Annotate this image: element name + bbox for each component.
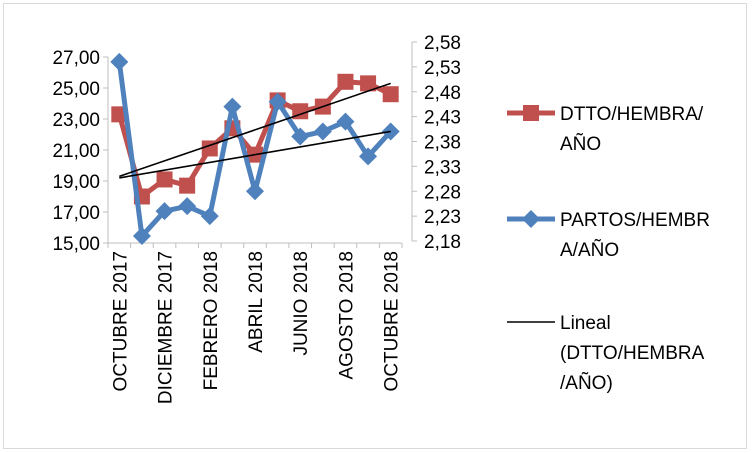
right-y-tick-label: 2,58	[424, 33, 461, 54]
data-point-square	[179, 177, 196, 194]
data-point-diamond	[155, 202, 174, 221]
legend-marker-square	[523, 105, 539, 121]
data-point-diamond	[336, 112, 355, 131]
data-point-diamond	[246, 182, 264, 201]
right-y-tick-label: 2,48	[424, 83, 461, 104]
data-point-diamond	[223, 97, 242, 116]
x-tick-label: AGOSTO 2018	[336, 251, 357, 380]
x-tick-label: JUNIO 2018	[291, 251, 312, 356]
data-point-diamond	[178, 197, 197, 216]
left-y-tick-label: 25,00	[52, 79, 100, 100]
right-y-tick-label: 2,33	[424, 157, 461, 178]
data-point-square	[337, 73, 354, 90]
trendline	[119, 82, 391, 178]
right-y-tick-label: 2,18	[424, 232, 461, 253]
data-point-diamond	[291, 127, 310, 146]
trendline	[119, 130, 391, 179]
data-point-diamond	[268, 92, 287, 111]
legend-label: AÑO	[560, 133, 601, 155]
data-point-square	[156, 171, 173, 188]
left-y-tick-label: 15,00	[52, 234, 100, 255]
legend-label: /AÑO)	[560, 372, 613, 394]
data-point-diamond	[313, 122, 332, 141]
legend-label: A/AÑO	[560, 239, 619, 261]
data-point-square	[360, 75, 377, 92]
left-y-tick-label: 21,00	[52, 141, 100, 162]
data-point-diamond	[200, 207, 219, 226]
x-tick-label: FEBRERO 2018	[201, 251, 222, 390]
legend-label: PARTOS/HEMBR	[560, 210, 710, 231]
right-y-tick-label: 2,38	[424, 133, 461, 154]
left-y-tick-label: 27,00	[52, 48, 100, 69]
right-y-tick-label: 2,53	[424, 58, 461, 79]
x-tick-label: DICIEMBRE 2017	[156, 251, 177, 404]
left-y-tick-label: 23,00	[52, 110, 100, 131]
data-point-diamond	[132, 227, 151, 246]
right-y-tick-label: 2,23	[424, 207, 461, 228]
x-tick-label: ABRIL 2018	[246, 251, 267, 353]
legend-label: (DTTO/HEMBRA	[560, 343, 705, 364]
data-point-diamond	[110, 52, 129, 71]
legend-label: Lineal	[560, 313, 611, 334]
left-y-tick-label: 19,00	[52, 172, 100, 193]
data-point-diamond	[359, 147, 378, 166]
x-tick-label: OCTUBRE 2018	[382, 251, 403, 391]
left-y-tick-label: 17,00	[52, 203, 100, 224]
x-tick-label: OCTUBRE 2017	[110, 251, 131, 391]
legend-marker-diamond	[522, 210, 540, 228]
data-point-square	[382, 86, 399, 103]
right-y-tick-label: 2,43	[424, 108, 461, 129]
legend-label: DTTO/HEMBRA/	[560, 104, 704, 125]
right-y-tick-label: 2,28	[424, 182, 461, 203]
